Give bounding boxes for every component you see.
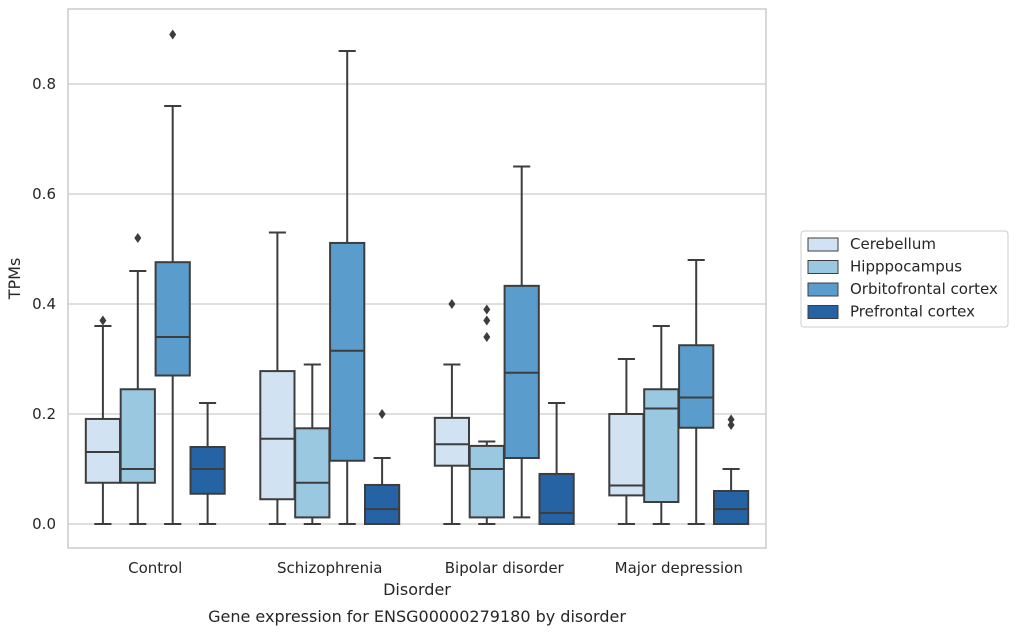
box-cerebellum: [259, 231, 296, 525]
box-cerebellum: [608, 358, 645, 525]
y-tick-label: 0.4: [32, 295, 56, 313]
legend-label: Orbitofrontal cortex: [850, 280, 998, 298]
outlier-point: [378, 409, 386, 419]
chart-caption: Gene expression for ENSG00000279180 by d…: [208, 607, 626, 626]
legend-items: Cerebellum Hipppocampus Orbitofrontal cort…: [807, 235, 998, 321]
legend-swatch: [807, 237, 839, 252]
legend-label: Hipppocampus: [850, 258, 962, 276]
outlier-point: [448, 299, 456, 309]
outlier-point: [483, 315, 491, 326]
box-layer: [84, 29, 750, 526]
legend-swatch: [807, 305, 839, 319]
outlier-point: [99, 315, 107, 326]
y-tick-label: 0.0: [32, 515, 56, 533]
box-prefrontal-cortex: [538, 402, 575, 526]
box-body: [294, 427, 331, 519]
box-body: [119, 388, 156, 484]
box-orbitofrontal-cortex: [678, 259, 715, 525]
box-body: [678, 344, 715, 429]
box-orbitofrontal-cortex: [329, 50, 366, 525]
outlier-point: [727, 414, 735, 425]
outlier-point: [134, 233, 142, 243]
y-axis-title: TPMs: [5, 258, 24, 301]
box-orbitofrontal-cortex: [154, 29, 191, 525]
y-tick-label: 0.8: [32, 75, 56, 93]
box-hipppocampus: [119, 233, 156, 525]
box-body: [329, 241, 366, 462]
box-body: [189, 446, 226, 495]
box-body: [259, 370, 296, 501]
box-cerebellum: [433, 299, 471, 525]
legend-label: Cerebellum: [850, 235, 936, 253]
box-orbitofrontal-cortex: [503, 165, 540, 519]
legend-swatch: [807, 282, 839, 297]
outlier-point: [483, 304, 491, 315]
legend-frame: [800, 230, 1009, 328]
y-tick-label: 0.2: [32, 405, 56, 423]
x-tick-labels: Control Schizophrenia Bipolar disorder Majo…: [128, 559, 743, 577]
legend-item: Prefrontal cortex: [807, 303, 975, 321]
box-prefrontal-cortex: [363, 409, 401, 526]
box-body: [433, 416, 471, 467]
legend-swatch: [807, 260, 839, 274]
x-tick-label: Bipolar disorder: [445, 559, 565, 577]
outlier-point: [727, 420, 735, 430]
plot-frame: [67, 8, 767, 549]
box-hipppocampus: [294, 363, 331, 525]
box-body: [712, 490, 750, 525]
y-tick-label: 0.6: [32, 185, 56, 203]
outlier-point: [483, 332, 491, 342]
outlier-point: [169, 29, 177, 40]
y-tick-labels: 0.0 0.2 0.4 0.6 0.8: [32, 75, 56, 533]
x-tick-label: Schizophrenia: [277, 559, 382, 577]
box-body: [608, 413, 645, 497]
legend-item: Hipppocampus: [807, 258, 962, 276]
box-body: [538, 472, 575, 526]
box-body: [468, 444, 505, 519]
box-body: [643, 388, 680, 503]
x-tick-label: Control: [128, 559, 182, 577]
box-body: [154, 261, 191, 377]
box-cerebellum: [84, 315, 122, 525]
box-prefrontal-cortex: [712, 414, 750, 525]
legend: Cerebellum Hipppocampus Orbitofrontal cort…: [800, 230, 1009, 328]
box-body: [84, 417, 122, 484]
legend-label: Prefrontal cortex: [850, 303, 975, 321]
box-hipppocampus: [643, 325, 680, 525]
legend-item: Cerebellum: [807, 235, 936, 253]
x-axis-title: Disorder: [383, 580, 451, 599]
x-tick-label: Major depression: [615, 559, 743, 577]
box-body: [363, 483, 401, 526]
box-prefrontal-cortex: [189, 402, 226, 525]
box-hipppocampus: [468, 304, 505, 525]
legend-item: Orbitofrontal cortex: [807, 280, 998, 298]
